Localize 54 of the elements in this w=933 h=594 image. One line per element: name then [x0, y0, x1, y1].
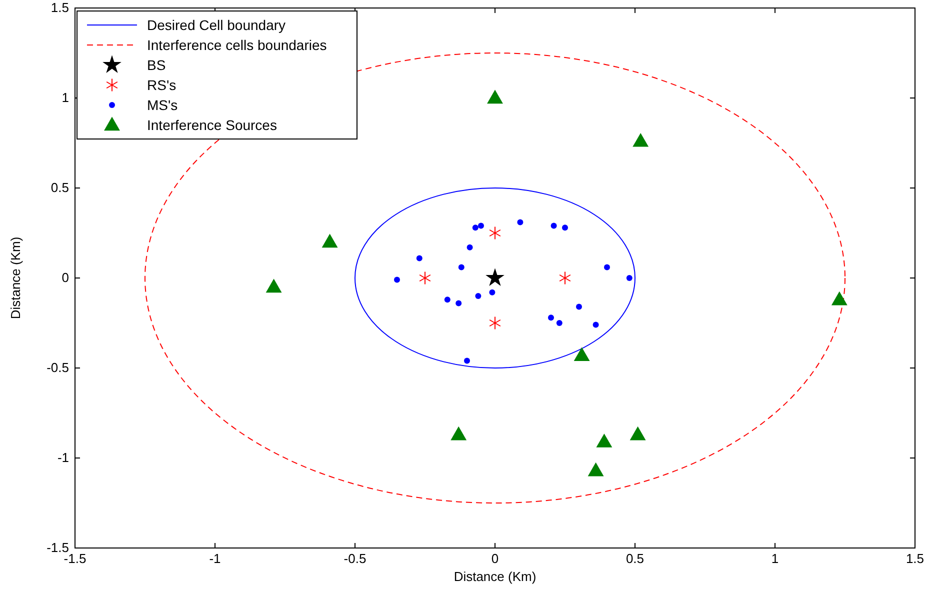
point [472, 224, 478, 231]
point [475, 293, 482, 299]
y-tick-label: -1.5 [46, 540, 69, 555]
point [322, 234, 338, 248]
x-axis-title: Distance (Km) [454, 569, 536, 584]
point [419, 271, 431, 285]
point [596, 434, 612, 448]
y-tick-label: -0.5 [46, 360, 69, 375]
point [548, 314, 554, 321]
point [466, 244, 473, 250]
y-axis-title: Distance (Km) [8, 236, 23, 320]
point [394, 276, 400, 283]
x-tick-label: -0.5 [344, 551, 366, 566]
point [559, 271, 571, 285]
point [416, 255, 422, 262]
legend-label: MS's [147, 97, 178, 113]
point [478, 222, 484, 229]
point [556, 320, 562, 326]
x-tick-label: -1 [209, 551, 221, 566]
annotation: Interference cells boundaries [147, 37, 327, 53]
point [550, 222, 557, 229]
point [630, 426, 646, 440]
point [517, 219, 524, 226]
point [626, 275, 632, 281]
point [592, 322, 599, 328]
point [458, 264, 464, 270]
point [450, 426, 467, 440]
point [489, 316, 501, 330]
point [604, 264, 610, 270]
point [588, 462, 604, 476]
point [464, 358, 470, 364]
x-tick-label: 0.5 [626, 551, 644, 566]
point [562, 224, 568, 231]
y-tick-label: -1 [57, 450, 69, 465]
point [831, 291, 848, 306]
y-tick-label: 1.5 [50, 0, 69, 15]
y-tick-label: 0 [62, 270, 69, 285]
legend-label: BS [147, 57, 166, 73]
x-tick-label: 1.5 [906, 551, 924, 566]
point [444, 296, 450, 303]
annotation: Desired Cell boundary [147, 17, 286, 33]
point [576, 304, 582, 310]
point [574, 347, 590, 361]
y-tick-label: 0.5 [50, 180, 69, 195]
point [486, 268, 504, 286]
y-tick-label: 1 [62, 90, 69, 105]
x-tick-label: 0 [491, 551, 499, 566]
point [489, 226, 501, 240]
point [266, 278, 282, 293]
legend-label: Interference Sources [147, 117, 277, 133]
point [489, 289, 496, 296]
x-tick-label: 1 [771, 551, 779, 566]
point [456, 300, 462, 306]
legend-label: RS's [147, 77, 176, 93]
